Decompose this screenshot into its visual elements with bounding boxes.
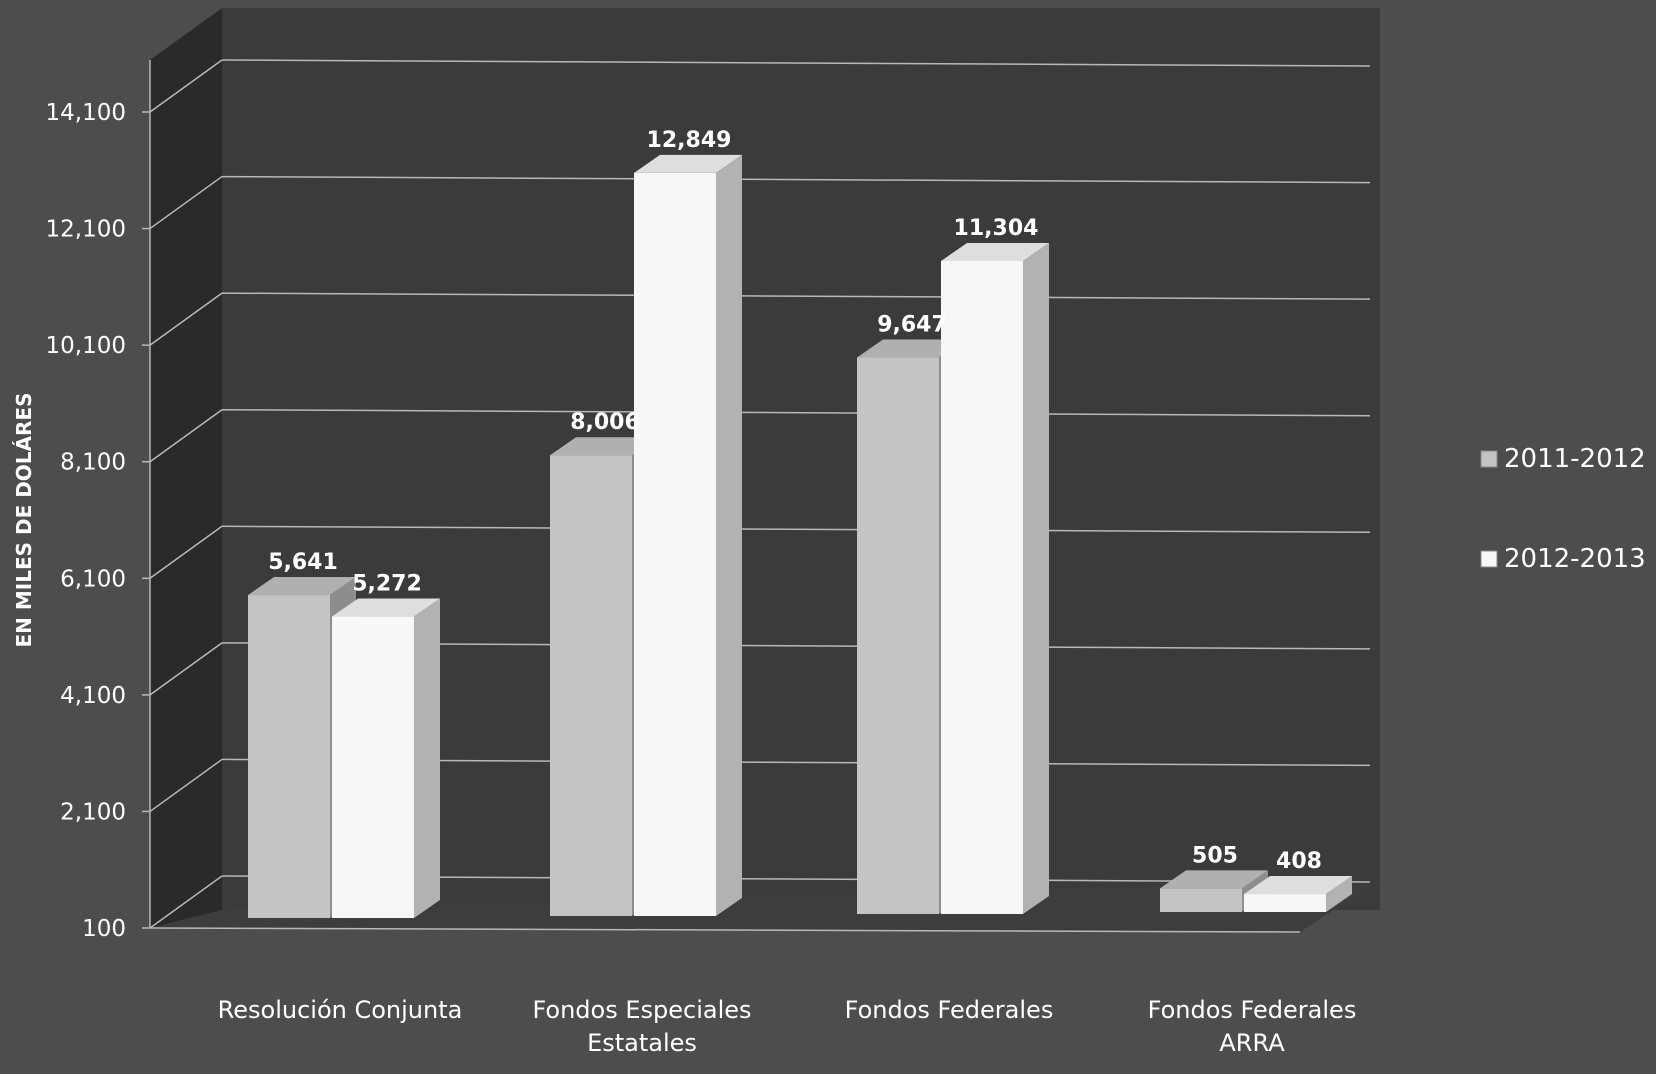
data-label: 5,272 (352, 572, 422, 597)
bar-front (550, 455, 632, 916)
data-label: 5,641 (268, 550, 338, 575)
y-tick-label: 10,100 (46, 333, 126, 359)
y-tick-label: 12,100 (46, 217, 126, 243)
bar-front (941, 260, 1023, 914)
bar-top (634, 154, 742, 173)
bar-front (1244, 894, 1326, 912)
bar-front (634, 172, 716, 917)
category-label: Estatales (587, 1029, 697, 1057)
data-label: 8,006 (570, 410, 640, 435)
gridline-side (149, 59, 223, 113)
gridline-side (149, 409, 223, 463)
category-label: Fondos Federales (1148, 996, 1357, 1024)
legend-label: 2011-2012 (1504, 444, 1646, 474)
data-label: 408 (1276, 849, 1322, 874)
x-axis-line (149, 927, 1301, 933)
bar-side (716, 154, 742, 917)
gridline-back (221, 408, 1371, 417)
gridline-back (221, 59, 1371, 67)
bar-top (1160, 870, 1268, 889)
gridline-side (149, 175, 223, 230)
side-wall (150, 8, 222, 928)
bar-side (414, 598, 440, 918)
bar-front (248, 595, 330, 918)
data-label: 12,849 (647, 128, 732, 153)
gridline-back (221, 525, 1371, 534)
bar-top (857, 339, 965, 358)
category-label: Fondos Federales (845, 996, 1054, 1024)
gridline-back (221, 175, 1371, 184)
category-labels: Resolución Conjunta Fondos Especiales Esta… (218, 996, 1357, 1057)
gridline-side (149, 292, 223, 346)
legend-item: 2011-2012 (1480, 444, 1646, 474)
y-axis-ticks: 100 2,100 4,100 6,100 8,100 10,100 12,100 14,10… (46, 60, 1301, 942)
bar-front (1160, 888, 1242, 912)
gridline-back (221, 292, 1371, 300)
bar-side (1023, 242, 1049, 914)
data-labels: 5,641 5,272 8,006 12,849 9,647 11,304 505 408 (268, 128, 1322, 874)
category-label: Resolución Conjunta (218, 996, 463, 1024)
y-axis-title: EN MILES DE DOLÁRES (12, 393, 36, 648)
data-label: 505 (1192, 843, 1238, 868)
plot-walls (150, 8, 1380, 932)
bar (1244, 876, 1352, 912)
bar (941, 242, 1049, 914)
bar-side (1326, 876, 1352, 912)
y-tick-label: 8,100 (60, 450, 126, 476)
legend-swatch (1480, 450, 1498, 468)
category-label: ARRA (1219, 1029, 1285, 1057)
legend: 2011-2012 2012-2013 (1480, 444, 1646, 574)
bar-top (248, 577, 356, 596)
legend-label: 2012-2013 (1504, 544, 1646, 574)
y-tick-label: 6,100 (60, 566, 126, 592)
bar (332, 598, 440, 918)
floor (150, 880, 1380, 932)
data-label: 9,647 (877, 313, 947, 338)
data-label: 11,304 (954, 216, 1039, 241)
legend-item: 2012-2013 (1480, 544, 1646, 574)
y-tick-label: 2,100 (60, 799, 126, 825)
bar-front (332, 616, 414, 918)
gridline-side (149, 875, 223, 929)
y-tick-label: 100 (82, 916, 126, 942)
legend-swatch (1480, 550, 1498, 568)
bar-front (857, 357, 939, 915)
y-tick-label: 4,100 (60, 683, 126, 709)
gridline-side (149, 525, 223, 579)
bar (634, 154, 742, 917)
gridline-side (149, 758, 223, 813)
bar-top (1244, 876, 1352, 895)
bar-top (332, 598, 440, 617)
bars (248, 154, 1352, 918)
y-tick-label: 14,100 (46, 100, 126, 126)
back-wall (222, 8, 1380, 910)
category-label: Fondos Especiales (532, 996, 751, 1024)
bar-top (550, 437, 658, 456)
bar-top (941, 242, 1049, 261)
gridline-side (149, 642, 223, 696)
